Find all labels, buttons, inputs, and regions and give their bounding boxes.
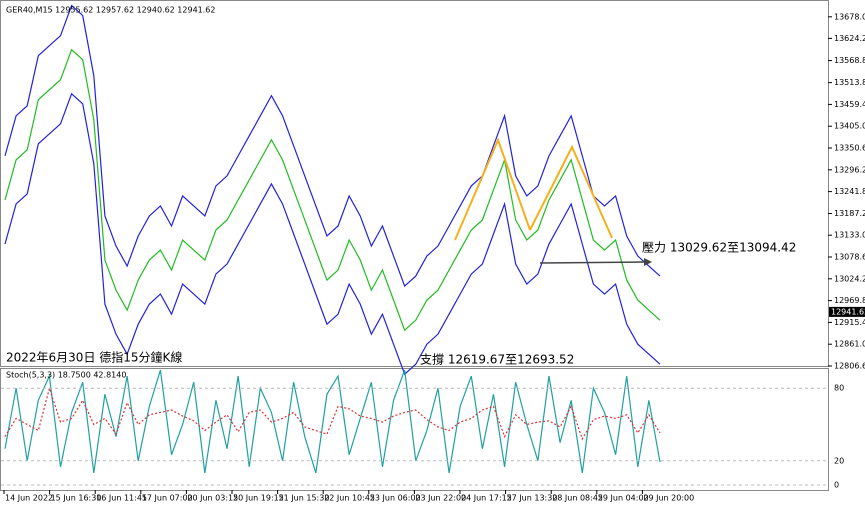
oscillator-title: Stoch(5,3,3) 18.7500 42.8140 xyxy=(6,371,126,380)
series-line xyxy=(4,48,661,332)
x-tick-label: 28 Jun 08:45 xyxy=(552,494,603,503)
x-tick-label: 21 Jun 15:30 xyxy=(279,494,330,503)
x-tick-label: 27 Jun 13:30 xyxy=(507,494,558,503)
y-tick-label: 0 xyxy=(834,481,839,490)
arrow-line xyxy=(539,261,646,264)
y-tick-label: 13459.40 xyxy=(834,100,865,109)
y-tick-label: 13296.20 xyxy=(834,165,865,174)
last-price: 12941.62 xyxy=(831,307,865,316)
x-tick-label: 20 Jun 03:15 xyxy=(187,494,238,503)
annotation: 壓力 13029.62至13094.42 xyxy=(642,241,796,255)
y-tick-label: 13513.80 xyxy=(834,78,865,87)
x-tick-label: 20 Jun 19:15 xyxy=(233,494,284,503)
y-tick-label: 13624.20 xyxy=(834,34,865,43)
x-tick-label: 22 Jun 10:45 xyxy=(324,494,375,503)
pattern-line xyxy=(529,144,613,239)
pattern-line xyxy=(454,137,531,241)
y-tick-label: 13568.80 xyxy=(834,56,865,65)
last-price-box xyxy=(829,306,865,317)
x-tick-label: 17 Jun 07:00 xyxy=(142,494,193,503)
series-line xyxy=(4,4,661,288)
oscillator-pane xyxy=(0,368,829,491)
y-tick-label: 13678.00 xyxy=(834,12,865,21)
y-tick-label: 13024.20 xyxy=(834,274,865,283)
y-tick-label: 12969.80 xyxy=(834,296,865,305)
x-tick-label: 29 Jun 04:00 xyxy=(598,494,649,503)
main-pane xyxy=(0,0,829,367)
y-tick-label: 12915.40 xyxy=(834,318,865,327)
annotation: 2022年6月30日 德指15分鐘K線 xyxy=(6,350,182,365)
y-tick-label: 80 xyxy=(834,384,844,393)
y-tick-label: 13350.60 xyxy=(834,144,865,153)
y-tick-label: 13405.00 xyxy=(834,122,865,131)
annotation: 支撐 12619.67至12693.52 xyxy=(420,353,574,367)
y-tick-label: 13187.20 xyxy=(834,209,865,218)
y-tick-label: 12806.60 xyxy=(834,362,865,371)
arrow-head xyxy=(644,258,652,266)
x-tick-label: 23 Jun 06:00 xyxy=(370,494,421,503)
x-tick-label: 15 Jun 16:30 xyxy=(51,494,102,503)
y-tick-label: 13241.80 xyxy=(834,187,865,196)
series-line xyxy=(4,386,661,441)
series-line xyxy=(4,369,661,474)
y-tick-label: 13078.60 xyxy=(834,253,865,262)
x-tick-label: 24 Jun 17:15 xyxy=(461,494,512,503)
y-tick-label: 20 xyxy=(834,456,844,465)
y-tick-label: 13133.00 xyxy=(834,231,865,240)
x-tick-label: 14 Jun 2022 xyxy=(5,494,53,503)
chart-title: GER40,M15 12955.62 12957.62 12940.62 129… xyxy=(6,6,215,15)
y-tick-label: 12861.00 xyxy=(834,340,865,349)
x-tick-label: 29 Jun 20:00 xyxy=(643,494,694,503)
series-line xyxy=(4,92,661,376)
x-tick-label: 16 Jun 11:45 xyxy=(96,494,147,503)
x-tick-label: 23 Jun 22:00 xyxy=(415,494,466,503)
